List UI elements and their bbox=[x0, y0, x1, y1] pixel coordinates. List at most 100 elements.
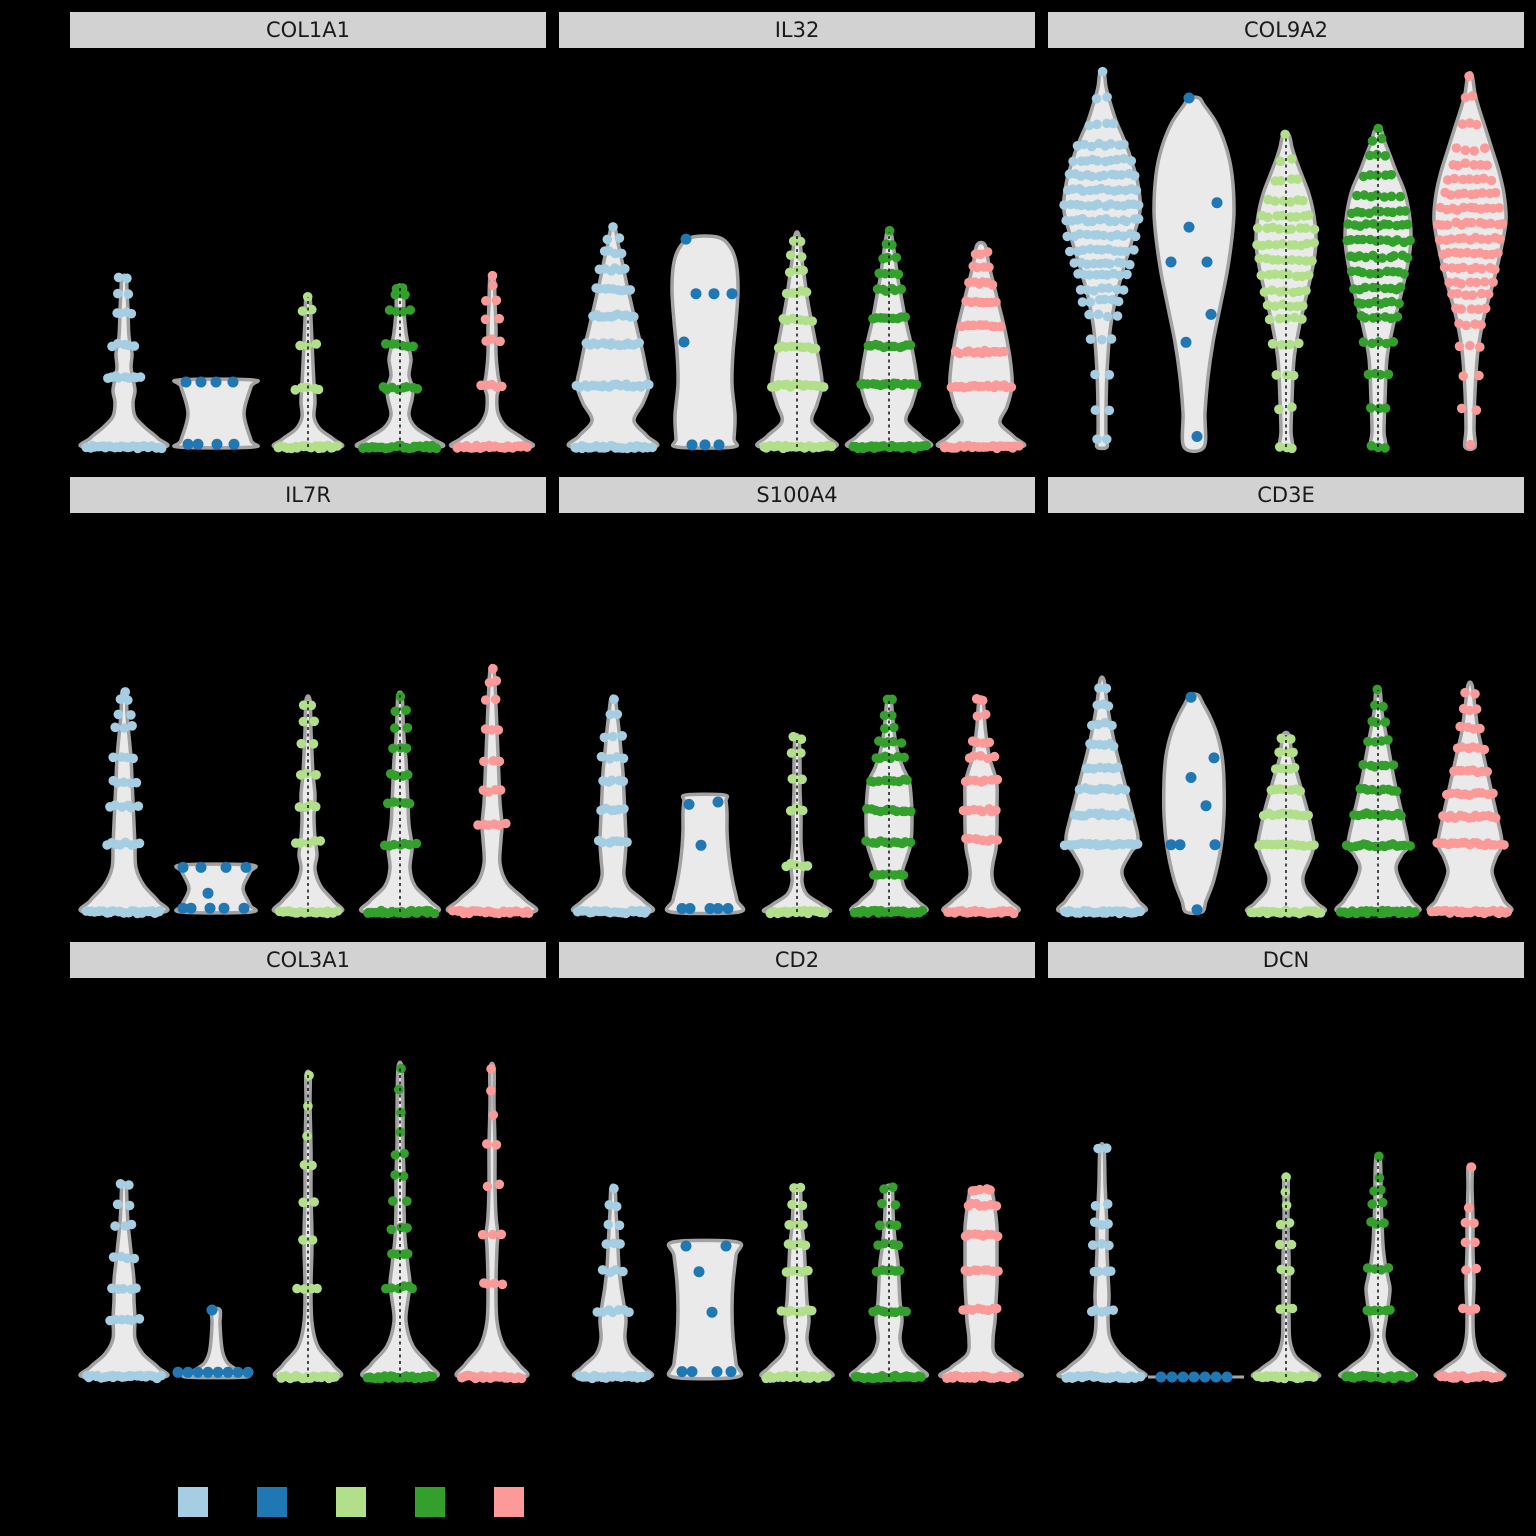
cell-point bbox=[1092, 434, 1102, 445]
cell-point bbox=[1103, 701, 1114, 711]
cell-point bbox=[604, 1200, 615, 1210]
cell-point bbox=[1105, 259, 1115, 269]
cell-point bbox=[1281, 313, 1292, 324]
cell-point bbox=[992, 835, 1003, 845]
cell-point bbox=[1124, 811, 1135, 821]
cell-point bbox=[1475, 342, 1485, 352]
cell-point bbox=[127, 721, 137, 731]
cell-point bbox=[206, 1304, 218, 1316]
cell-point bbox=[1091, 93, 1102, 104]
cell-point bbox=[725, 1366, 737, 1378]
cell-point bbox=[1096, 1239, 1107, 1249]
cell-point bbox=[522, 442, 532, 452]
cell-point bbox=[389, 839, 399, 850]
cell-point bbox=[1389, 251, 1399, 261]
cell-point bbox=[1392, 312, 1403, 322]
cell-point bbox=[1485, 218, 1496, 229]
cell-point bbox=[1289, 762, 1300, 773]
cell-point bbox=[1085, 334, 1096, 345]
cell-point bbox=[1285, 301, 1296, 312]
cell-point bbox=[1360, 282, 1370, 293]
cell-point bbox=[1357, 234, 1368, 245]
cell-point bbox=[1078, 245, 1088, 255]
cell-point bbox=[1102, 92, 1112, 102]
cell-point bbox=[1092, 199, 1103, 209]
cell-point bbox=[921, 440, 932, 451]
cell-point bbox=[211, 438, 223, 450]
cell-point bbox=[1065, 246, 1075, 257]
cell-point bbox=[879, 1238, 890, 1249]
cell-point bbox=[1120, 785, 1131, 795]
cell-point bbox=[1183, 221, 1195, 233]
cell-point bbox=[177, 902, 189, 914]
cell-point bbox=[298, 716, 309, 727]
cell-point bbox=[307, 1160, 317, 1171]
cell-point bbox=[1090, 1201, 1101, 1211]
violin-CD3E-group-1 bbox=[1056, 675, 1148, 916]
cell-point bbox=[1102, 1199, 1113, 1209]
cell-point bbox=[1383, 1263, 1394, 1273]
cell-point bbox=[1113, 296, 1124, 307]
cell-point bbox=[227, 376, 239, 388]
cell-point bbox=[1101, 683, 1112, 694]
cell-point bbox=[123, 289, 134, 299]
cell-point bbox=[614, 1220, 625, 1231]
cell-point bbox=[1478, 173, 1489, 184]
cell-point bbox=[1135, 906, 1146, 917]
cell-point bbox=[1469, 160, 1479, 170]
cell-point bbox=[1010, 1371, 1020, 1382]
cell-point bbox=[699, 439, 711, 451]
cell-point bbox=[616, 248, 627, 259]
cell-point bbox=[112, 1199, 123, 1210]
cell-point bbox=[302, 382, 312, 393]
cell-point bbox=[1188, 1371, 1200, 1383]
cell-point bbox=[482, 1139, 492, 1149]
cell-point bbox=[1263, 212, 1273, 223]
cell-point bbox=[885, 753, 896, 764]
cell-point bbox=[1094, 683, 1104, 693]
cell-point bbox=[398, 1171, 409, 1181]
cell-point bbox=[615, 1239, 625, 1249]
cell-point bbox=[1103, 283, 1114, 293]
cell-point bbox=[1185, 772, 1197, 783]
cell-point bbox=[1476, 288, 1487, 299]
cell-point bbox=[210, 376, 222, 388]
cell-point bbox=[1112, 154, 1122, 165]
cell-point bbox=[605, 709, 616, 720]
legend-swatch-group-4 bbox=[415, 1487, 445, 1517]
cell-point bbox=[810, 343, 821, 354]
cell-point bbox=[330, 1372, 340, 1382]
facet-header-CD3E bbox=[1048, 477, 1524, 513]
cell-point bbox=[617, 731, 627, 741]
violin-IL32-group-2 bbox=[670, 234, 740, 450]
cell-point bbox=[1108, 118, 1119, 129]
cell-point bbox=[1374, 1173, 1385, 1183]
cell-point bbox=[388, 743, 398, 754]
cell-point bbox=[1470, 1237, 1480, 1248]
cell-point bbox=[619, 804, 629, 814]
cell-point bbox=[202, 887, 214, 899]
cell-point bbox=[879, 710, 890, 721]
cell-point bbox=[1264, 239, 1274, 250]
cell-point bbox=[1367, 1199, 1377, 1209]
cell-point bbox=[1372, 149, 1382, 160]
cell-point bbox=[1495, 234, 1505, 245]
cell-point bbox=[801, 287, 812, 297]
cell-point bbox=[798, 265, 808, 276]
cell-point bbox=[1475, 723, 1485, 734]
cell-point bbox=[501, 818, 511, 829]
cell-point bbox=[680, 1240, 692, 1252]
cell-point bbox=[975, 751, 986, 761]
cell-point bbox=[1093, 1143, 1103, 1154]
cell-point bbox=[1274, 442, 1285, 452]
cell-point bbox=[1107, 720, 1117, 731]
cell-point bbox=[299, 1160, 310, 1170]
cell-point bbox=[1076, 200, 1086, 211]
cell-point bbox=[1295, 786, 1305, 796]
cell-point bbox=[1474, 370, 1484, 381]
cell-point bbox=[1302, 238, 1312, 249]
cell-point bbox=[1459, 188, 1469, 199]
cell-point bbox=[495, 785, 506, 795]
cell-point bbox=[1360, 313, 1370, 323]
